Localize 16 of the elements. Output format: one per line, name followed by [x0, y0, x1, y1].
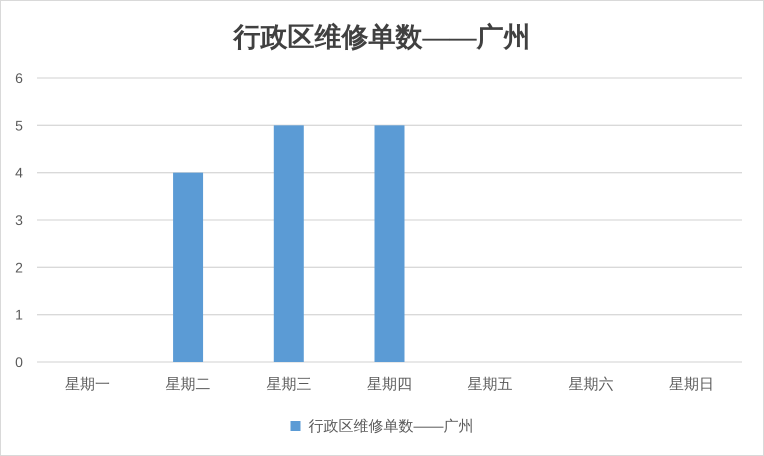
y-tick-label: 0 [15, 354, 24, 370]
chart-title: 行政区维修单数——广州 [232, 22, 530, 52]
y-tick-label: 6 [15, 70, 24, 86]
y-tick-label: 3 [15, 212, 24, 228]
legend-label: 行政区维修单数——广州 [308, 418, 474, 435]
x-tick-label: 星期五 [468, 376, 513, 393]
x-tick-label: 星期一 [64, 376, 110, 393]
y-tick-label: 4 [15, 164, 24, 181]
y-tick-label: 5 [15, 117, 24, 134]
x-tick-label: 星期六 [568, 376, 614, 393]
x-tick-label: 星期二 [166, 376, 211, 393]
x-tick-label: 星期四 [367, 376, 412, 393]
x-tick-label: 星期日 [669, 376, 714, 393]
y-tick-label: 1 [15, 306, 24, 323]
y-tick-label: 2 [15, 259, 24, 276]
x-tick-label: 星期三 [266, 376, 312, 393]
